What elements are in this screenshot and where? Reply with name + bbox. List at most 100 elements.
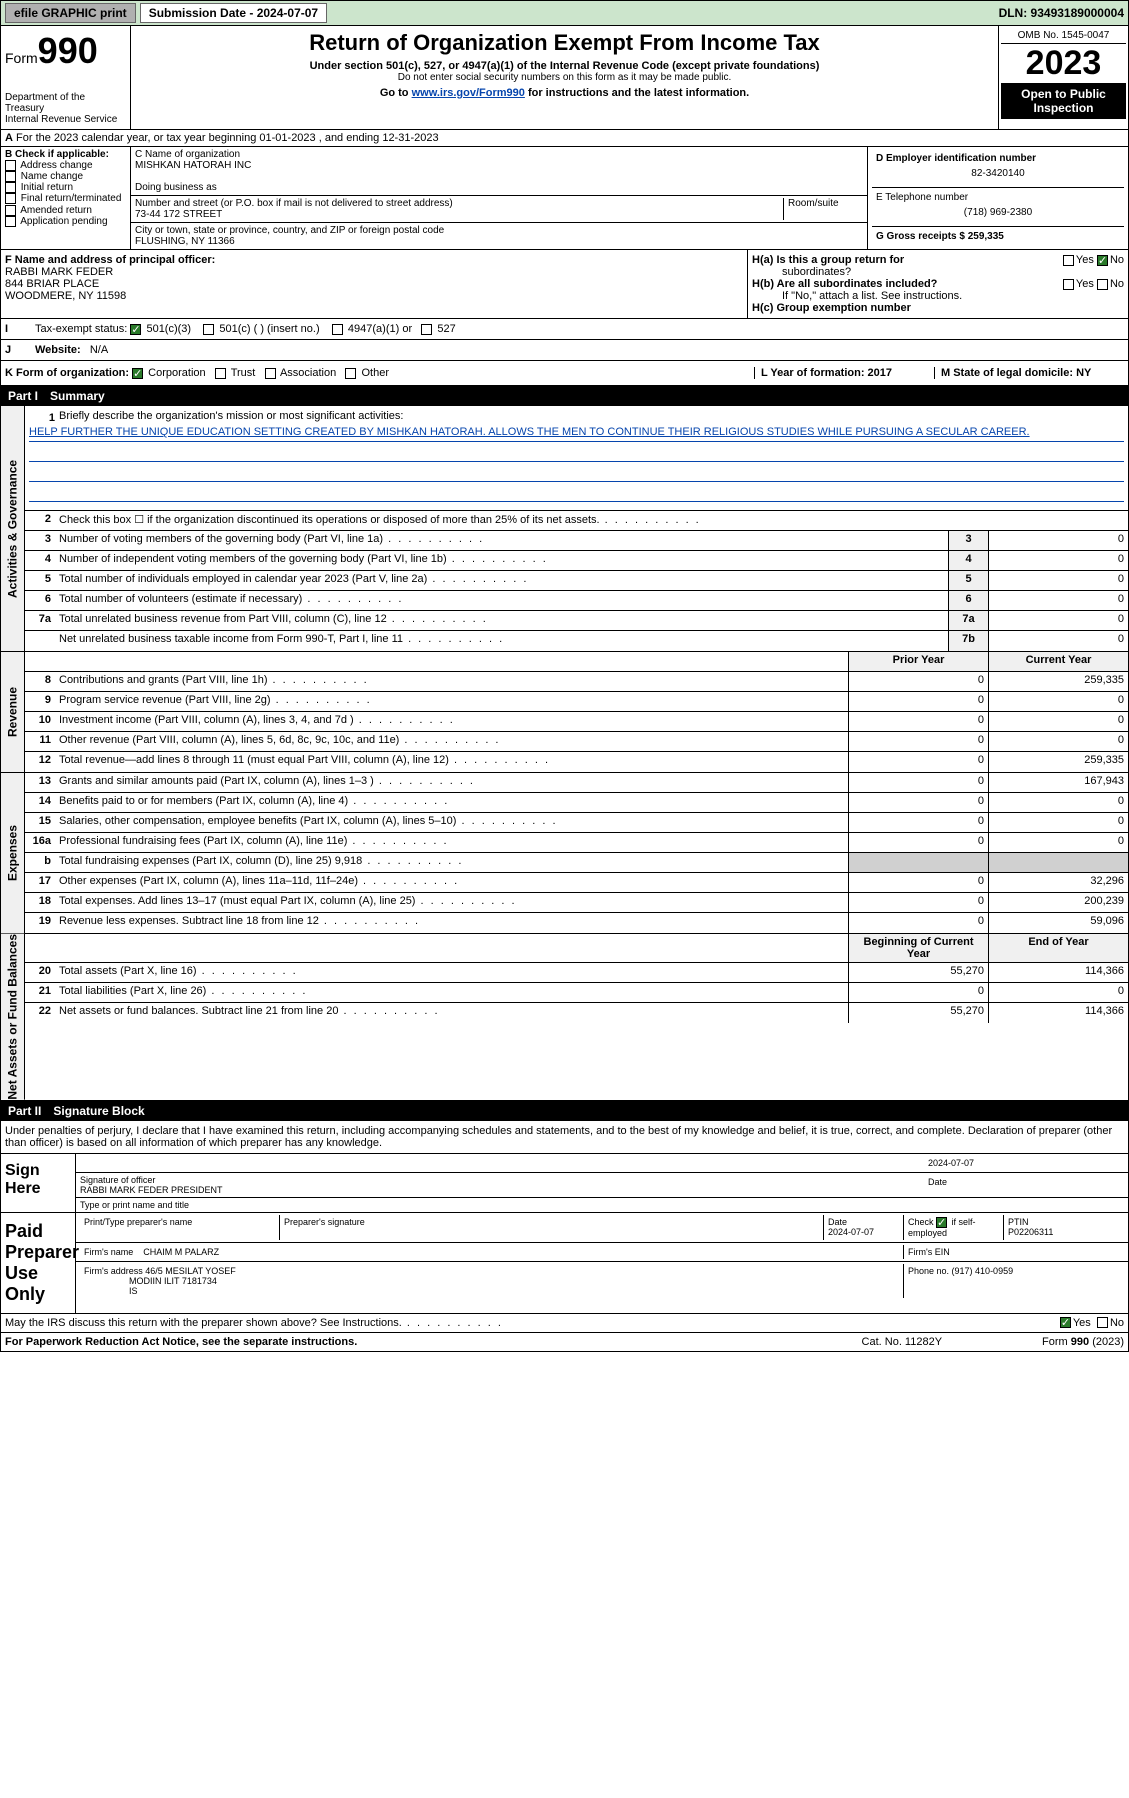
name-label: C Name of organization	[135, 149, 240, 160]
501c3-checkbox[interactable]	[130, 324, 141, 335]
signature-block: Under penalties of perjury, I declare th…	[0, 1121, 1129, 1314]
dln: DLN: 93493189000004	[999, 6, 1124, 20]
netassets-section: Net Assets or Fund Balances Beginning of…	[0, 934, 1129, 1101]
line-a: A For the 2023 calendar year, or tax yea…	[0, 130, 1129, 147]
revenue-section: Revenue Prior YearCurrent Year 8Contribu…	[0, 652, 1129, 773]
firm-addr1: 46/5 MESILAT YOSEF	[145, 1266, 236, 1276]
ein: 82-3420140	[876, 164, 1120, 183]
col-de: D Employer identification number82-34201…	[868, 147, 1128, 249]
table-row: bTotal fundraising expenses (Part IX, co…	[25, 853, 1128, 873]
hb-yes-checkbox[interactable]	[1063, 279, 1074, 290]
trust-checkbox[interactable]	[215, 368, 226, 379]
527-checkbox[interactable]	[421, 324, 432, 335]
dba-label: Doing business as	[135, 182, 217, 193]
sig-officer-label: Signature of officer	[80, 1175, 155, 1185]
form-header: Form990 Department of the TreasuryIntern…	[0, 26, 1129, 130]
firm-addr2: MODIIN ILIT 7181734	[129, 1276, 217, 1286]
table-row: 21Total liabilities (Part X, line 26)00	[25, 983, 1128, 1003]
paid-preparer-label: Paid Preparer Use Only	[1, 1213, 76, 1313]
colb-checkbox[interactable]	[5, 193, 16, 204]
penalties-text: Under penalties of perjury, I declare th…	[1, 1121, 1128, 1153]
table-row: 16aProfessional fundraising fees (Part I…	[25, 833, 1128, 853]
table-row: 5Total number of individuals employed in…	[25, 571, 1128, 591]
colb-checkbox[interactable]	[5, 171, 16, 182]
corp-checkbox[interactable]	[132, 368, 143, 379]
prep-date: 2024-07-07	[828, 1227, 874, 1237]
ptin-label: PTIN	[1008, 1217, 1029, 1227]
discuss-no-checkbox[interactable]	[1097, 1317, 1108, 1328]
form-number: 990	[38, 30, 98, 71]
state-domicile: M State of legal domicile: NY	[941, 367, 1091, 379]
phone-label: E Telephone number	[876, 192, 968, 203]
header-subtitle-2: Do not enter social security numbers on …	[135, 72, 994, 83]
preparer-name-label: Print/Type preparer's name	[80, 1215, 280, 1240]
discuss-yes-checkbox[interactable]	[1060, 1317, 1071, 1328]
expenses-section: Expenses 13Grants and similar amounts pa…	[0, 773, 1129, 934]
netassets-tab: Net Assets or Fund Balances	[1, 934, 25, 1100]
gross-receipts: G Gross receipts $ 259,335	[876, 231, 1004, 242]
governance-section: Activities & Governance 1Briefly describ…	[0, 406, 1129, 652]
4947-checkbox[interactable]	[332, 324, 343, 335]
dept-treasury: Department of the TreasuryInternal Reven…	[5, 92, 126, 125]
firm-phone: Phone no. (917) 410-0959	[904, 1264, 1124, 1298]
table-row: 12Total revenue—add lines 8 through 11 (…	[25, 752, 1128, 772]
end-year-header: End of Year	[988, 934, 1128, 962]
assoc-checkbox[interactable]	[265, 368, 276, 379]
table-row: 7aTotal unrelated business revenue from …	[25, 611, 1128, 631]
irs-link[interactable]: www.irs.gov/Form990	[412, 87, 525, 99]
ptin: P02206311	[1008, 1227, 1053, 1237]
col-b: B Check if applicable: Address change Na…	[1, 147, 131, 249]
type-print-label: Type or print name and title	[80, 1200, 189, 1210]
ha-yes-checkbox[interactable]	[1063, 255, 1074, 266]
firm-name-label: Firm's name	[84, 1247, 133, 1257]
governance-tab: Activities & Governance	[1, 406, 25, 651]
officer-label: F Name and address of principal officer:	[5, 254, 215, 266]
ha-no-checkbox[interactable]	[1097, 255, 1108, 266]
table-row: 3Number of voting members of the governi…	[25, 531, 1128, 551]
501c-checkbox[interactable]	[203, 324, 214, 335]
submission-date: Submission Date - 2024-07-07	[140, 3, 327, 23]
table-row: 11Other revenue (Part VIII, column (A), …	[25, 732, 1128, 752]
table-row: 15Salaries, other compensation, employee…	[25, 813, 1128, 833]
firm-name: CHAIM M PALARZ	[143, 1247, 219, 1257]
officer-name: RABBI MARK FEDER	[5, 266, 113, 278]
other-checkbox[interactable]	[345, 368, 356, 379]
colb-checkbox[interactable]	[5, 205, 16, 216]
efile-print-btn[interactable]: efile GRAPHIC print	[5, 3, 136, 23]
colb-checkbox[interactable]	[5, 216, 16, 227]
officer-addr2: WOODMERE, NY 11598	[5, 290, 126, 302]
expenses-tab: Expenses	[1, 773, 25, 933]
row-i: I Tax-exempt status: 501(c)(3) 501(c) ( …	[0, 319, 1129, 340]
part-2-header: Part IISignature Block	[0, 1101, 1129, 1121]
form-title: Return of Organization Exempt From Incom…	[135, 30, 994, 56]
officer-sig-name: RABBI MARK FEDER PRESIDENT	[80, 1185, 223, 1195]
header-goto: Go to www.irs.gov/Form990 for instructio…	[135, 87, 994, 99]
form-label: Form	[5, 50, 38, 66]
self-employed-checkbox[interactable]	[936, 1217, 947, 1228]
hc-label: H(c) Group exemption number	[752, 302, 911, 314]
date-label: Date	[924, 1175, 1124, 1195]
city-state-zip: FLUSHING, NY 11366	[135, 236, 235, 247]
mission-text: HELP FURTHER THE UNIQUE EDUCATION SETTIN…	[29, 426, 1124, 442]
phone: (718) 969-2380	[876, 203, 1120, 222]
omb-number: OMB No. 1545-0047	[1001, 28, 1126, 44]
open-public: Open to Public Inspection	[1001, 83, 1126, 119]
top-bar: efile GRAPHIC print Submission Date - 20…	[0, 0, 1129, 26]
table-row: 6Total number of volunteers (estimate if…	[25, 591, 1128, 611]
hb-note: If "No," attach a list. See instructions…	[752, 290, 1124, 302]
table-row: 17Other expenses (Part IX, column (A), l…	[25, 873, 1128, 893]
addr-label: Number and street (or P.O. box if mail i…	[135, 198, 453, 209]
street-address: 73-44 172 STREET	[135, 209, 222, 220]
officer-addr1: 844 BRIAR PLACE	[5, 278, 99, 290]
table-row: 8Contributions and grants (Part VIII, li…	[25, 672, 1128, 692]
colb-checkbox[interactable]	[5, 160, 16, 171]
paperwork-notice: For Paperwork Reduction Act Notice, see …	[5, 1336, 357, 1348]
preparer-sig-label: Preparer's signature	[280, 1215, 824, 1240]
firm-addr-label: Firm's address	[84, 1266, 143, 1276]
firm-addr3: IS	[129, 1286, 138, 1296]
table-row: 18Total expenses. Add lines 13–17 (must …	[25, 893, 1128, 913]
colb-checkbox[interactable]	[5, 182, 16, 193]
table-row: 10Investment income (Part VIII, column (…	[25, 712, 1128, 732]
hb-no-checkbox[interactable]	[1097, 279, 1108, 290]
tax-year: 2023	[1001, 44, 1126, 83]
